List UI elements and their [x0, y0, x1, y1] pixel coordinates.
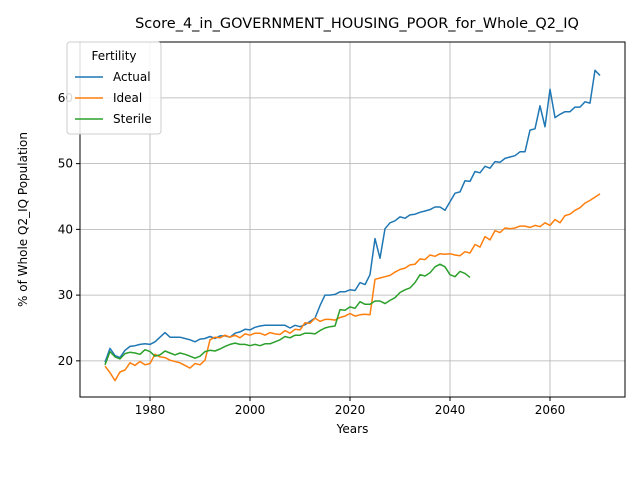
x-axis-label: Years — [336, 422, 369, 436]
series-lines — [104, 69, 601, 382]
legend-title: Fertility — [91, 49, 136, 63]
x-tick-label: 2020 — [335, 403, 366, 417]
legend-items: Actual Ideal Sterile — [75, 70, 152, 126]
x-tick-label: 2060 — [535, 403, 566, 417]
x-tick-label: 2000 — [235, 403, 266, 417]
y-tick-label: 30 — [58, 288, 73, 302]
series-line-ideal — [104, 193, 601, 382]
y-tick-label: 20 — [58, 354, 73, 368]
plot-area — [79, 41, 626, 398]
series-line-sterile — [104, 263, 471, 366]
legend-label-ideal: Ideal — [113, 91, 142, 105]
y-axis-label: % of Whole Q2_IQ Population — [16, 132, 30, 307]
x-tick-label: 2040 — [435, 403, 466, 417]
legend-label-sterile: Sterile — [113, 112, 152, 126]
x-tick-label: 1980 — [135, 403, 166, 417]
grid — [80, 42, 625, 397]
series-line-actual — [104, 69, 601, 363]
legend: Fertility Actual Ideal Sterile — [66, 41, 162, 135]
legend-box — [66, 41, 162, 135]
chart-title: Score_4_in_GOVERNMENT_HOUSING_POOR_for_W… — [135, 16, 579, 32]
legend-label-actual: Actual — [113, 70, 151, 84]
y-tick-label: 50 — [58, 157, 73, 171]
y-tick-label: 40 — [58, 222, 73, 236]
